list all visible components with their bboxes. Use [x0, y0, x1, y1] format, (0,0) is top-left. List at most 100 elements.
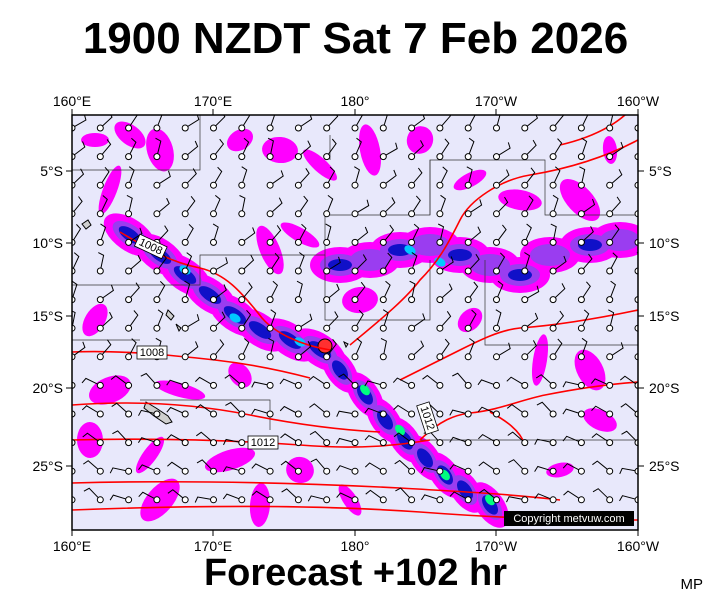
wind-barb: [156, 170, 171, 186]
grid-point: [323, 124, 331, 132]
wind-barb: [326, 195, 334, 214]
grid-point: [96, 153, 104, 161]
wind-barb: [326, 311, 339, 329]
wind-barb: [225, 401, 243, 415]
wind-barb: [534, 493, 554, 501]
grid-point: [351, 267, 359, 275]
grid-point: [238, 153, 246, 161]
wind-barb: [637, 212, 638, 214]
wind-barb: [394, 459, 412, 472]
grid-point: [210, 410, 217, 418]
wind-barb: [439, 115, 452, 129]
svg-text:1008: 1008: [140, 347, 164, 359]
grid-point: [294, 381, 302, 389]
grid-point: [577, 238, 585, 246]
rain-heavy-patch: [118, 226, 142, 244]
grid-point: [436, 439, 444, 447]
grid-point: [351, 353, 359, 361]
grid-point: [294, 324, 302, 332]
grid-point: [125, 210, 133, 218]
grid-point: [153, 124, 161, 132]
grid-point: [521, 467, 529, 475]
grid-point: [464, 181, 472, 189]
rain-light-patch: [154, 380, 206, 400]
wind-barb: [579, 166, 586, 186]
wind-barb: [637, 299, 638, 300]
wind-barb: [609, 342, 624, 358]
grid-point: [96, 324, 104, 332]
wind-barb: [279, 405, 299, 415]
wind-barb: [496, 252, 506, 272]
wind-barb: [552, 255, 567, 272]
grid-point: [549, 410, 557, 418]
wind-barb: [326, 338, 337, 358]
wind-barb: [467, 338, 475, 357]
grid-point: [577, 210, 585, 218]
wind-barb: [336, 437, 356, 444]
grid-point: [521, 181, 529, 189]
grid-point: [125, 296, 133, 304]
grid-point: [379, 267, 387, 275]
wind-barb: [580, 137, 588, 157]
grid-point: [181, 124, 189, 132]
rain-heavy-patch: [457, 480, 473, 500]
grid-point: [606, 267, 614, 275]
grid-point: [436, 210, 444, 218]
wind-barb: [137, 437, 158, 444]
wind-barb: [354, 199, 370, 215]
rain-heavy-patch: [448, 249, 472, 261]
wind-barb: [155, 137, 162, 157]
wind-barb: [98, 252, 105, 272]
wind-barb: [364, 462, 384, 472]
wind-barb: [524, 312, 539, 329]
rain-moderate-patch: [470, 254, 510, 276]
lat-label-left-20s: 20°S: [32, 380, 63, 396]
wind-barb: [609, 169, 623, 186]
rain-extreme-patch: [360, 384, 370, 396]
grid-point: [436, 124, 444, 132]
grid-point: [577, 467, 585, 475]
grid-point: [125, 124, 133, 132]
grid-point: [577, 410, 585, 418]
grid-point: [153, 439, 161, 447]
wind-barb: [140, 372, 158, 386]
grid-point: [153, 410, 161, 418]
grid-point: [181, 267, 189, 275]
grid-point: [294, 238, 302, 246]
wind-barb: [222, 493, 242, 501]
wind-barb: [213, 257, 228, 272]
lon-label-top-160w: 160°W: [617, 93, 660, 109]
wind-barb: [439, 338, 450, 358]
wind-barb: [184, 252, 193, 272]
wind-barb: [562, 381, 582, 388]
wind-barb: [365, 489, 384, 501]
grid-point: [436, 267, 444, 275]
grid-point: [351, 153, 359, 161]
rain-light-patch: [359, 124, 381, 176]
wind-barb: [195, 404, 214, 415]
wind-barb: [562, 463, 582, 472]
wind-barb: [241, 115, 251, 129]
grid-point: [323, 381, 331, 389]
wind-barb: [128, 227, 143, 243]
wind-barb: [364, 380, 384, 387]
grid-point: [521, 324, 529, 332]
wind-barb: [552, 166, 561, 186]
grid-point: [238, 467, 246, 475]
wind-barb: [609, 280, 617, 300]
wind-barb: [72, 442, 73, 443]
grid-point: [549, 296, 557, 304]
wind-barb: [563, 490, 582, 501]
wind-barb: [354, 281, 366, 300]
grid-point: [493, 210, 500, 218]
wind-barb: [251, 381, 271, 388]
rain-extreme-patch: [485, 494, 495, 506]
grid-point: [210, 381, 217, 389]
grid-point: [549, 124, 557, 132]
grid-point: [549, 267, 557, 275]
grid-point: [577, 267, 585, 275]
grid-point: [238, 210, 246, 218]
wind-barb: [580, 337, 588, 357]
wind-barb: [298, 340, 312, 358]
grid-point: [323, 439, 331, 447]
